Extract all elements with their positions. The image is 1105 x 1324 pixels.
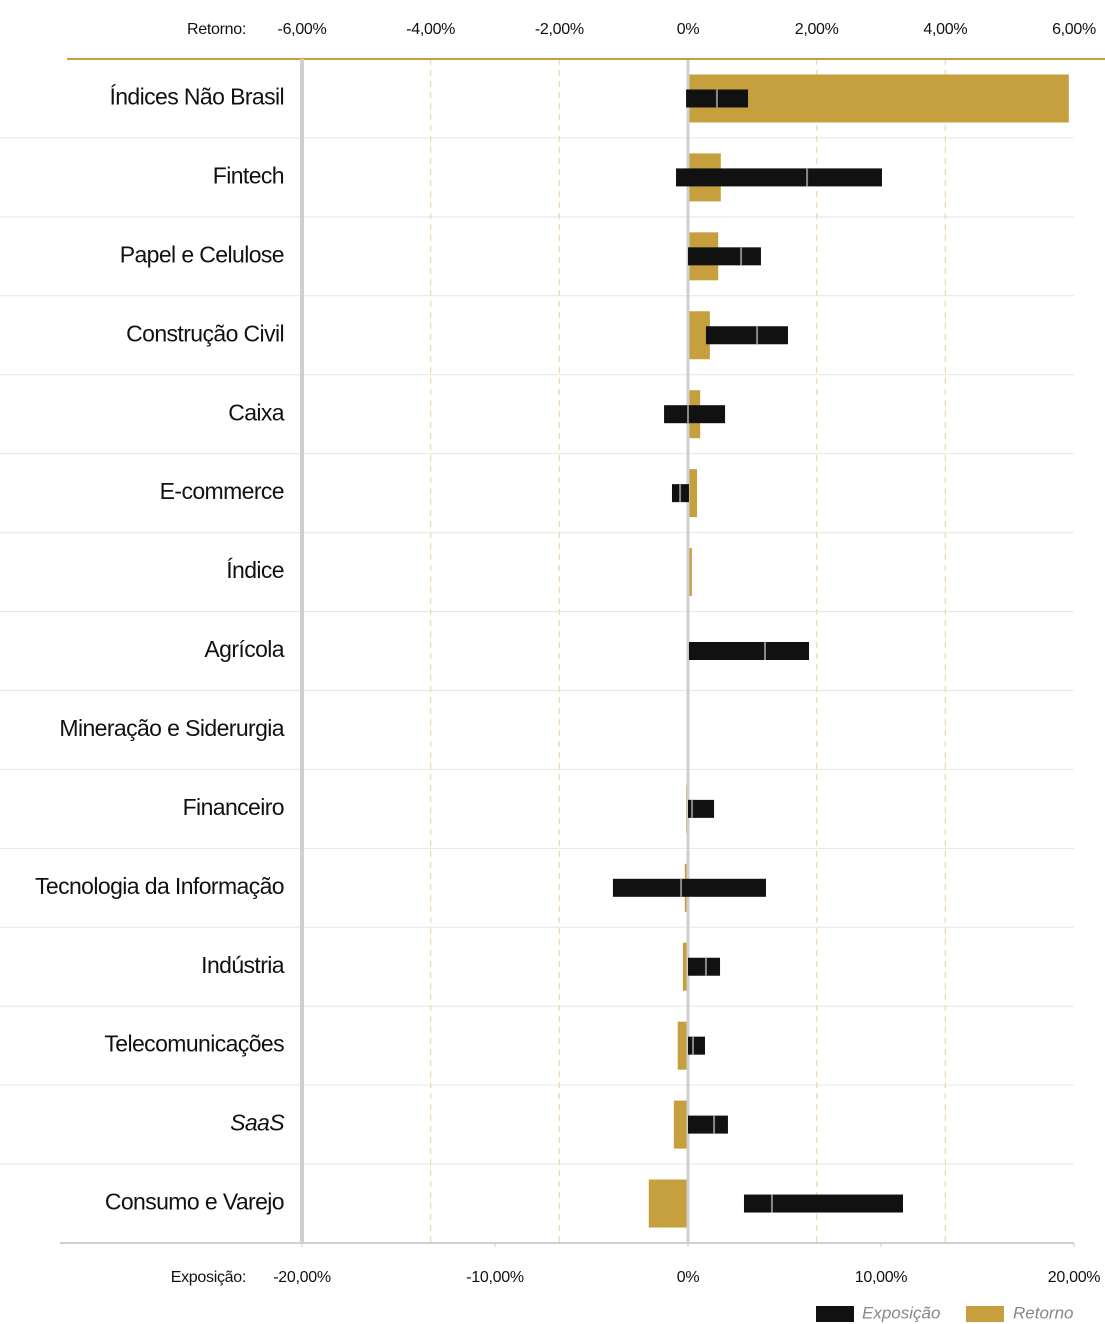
return-bar: [688, 548, 692, 597]
exposure-range: [743, 1194, 904, 1213]
category-label: Financeiro: [183, 794, 284, 820]
legend-label: Retorno: [1013, 1303, 1073, 1322]
return-bar: [648, 1179, 688, 1228]
category-label: Construção Civil: [126, 320, 284, 346]
exposure-range: [688, 247, 761, 266]
category-label: Telecomunicações: [104, 1031, 284, 1057]
x2-tick-label: 20,00%: [1048, 1269, 1101, 1286]
exposure-range: [688, 957, 721, 976]
return-bar: [688, 469, 698, 518]
x-tick-label: 6,00%: [1052, 21, 1096, 38]
return-bar: [688, 311, 710, 360]
x-axis-label: Retorno:: [187, 21, 246, 38]
x2-tick-label: -20,00%: [273, 1269, 331, 1286]
return-bar: [673, 1100, 688, 1149]
category-label: Índice: [226, 557, 284, 583]
x-tick-label: -6,00%: [278, 21, 327, 38]
exposure-range: [664, 405, 726, 424]
x-tick-label: 2,00%: [795, 21, 839, 38]
category-label: Tecnologia da Informação: [35, 873, 284, 899]
return-bar: [682, 942, 688, 991]
x-tick-label: 4,00%: [923, 21, 967, 38]
category-label: Indústria: [201, 952, 285, 978]
x2-axis-label: Exposição:: [171, 1269, 246, 1286]
legend-swatch: [816, 1306, 854, 1322]
x2-tick-label: 10,00%: [855, 1269, 908, 1286]
return-bar: [677, 1021, 688, 1070]
exposure-range: [688, 642, 810, 660]
category-label: E-commerce: [160, 478, 284, 504]
exposure-range: [688, 799, 715, 818]
category-label: Fintech: [213, 162, 284, 188]
exposure-range: [688, 1115, 728, 1134]
category-label: SaaS: [230, 1110, 285, 1136]
legend-swatch: [966, 1306, 1004, 1322]
x-tick-label: -4,00%: [406, 21, 455, 38]
x2-tick-label: -10,00%: [466, 1269, 524, 1286]
exposure-range: [688, 1036, 705, 1055]
exposure-range: [676, 168, 882, 187]
x-tick-label: -2,00%: [535, 21, 584, 38]
category-label: Caixa: [228, 399, 285, 425]
legend-label: Exposição: [862, 1303, 940, 1322]
category-label: Consumo e Varejo: [105, 1189, 284, 1215]
x-tick-label: 0%: [677, 21, 700, 38]
return-bar: [688, 74, 1069, 123]
x2-tick-label: 0%: [677, 1269, 700, 1286]
exposure-range: [612, 878, 766, 897]
exposure-range: [705, 326, 788, 345]
category-label: Mineração e Siderurgia: [59, 715, 284, 741]
category-label: Agrícola: [204, 636, 284, 662]
category-label: Índices Não Brasil: [109, 84, 284, 110]
category-label: Papel e Celulose: [120, 241, 284, 267]
